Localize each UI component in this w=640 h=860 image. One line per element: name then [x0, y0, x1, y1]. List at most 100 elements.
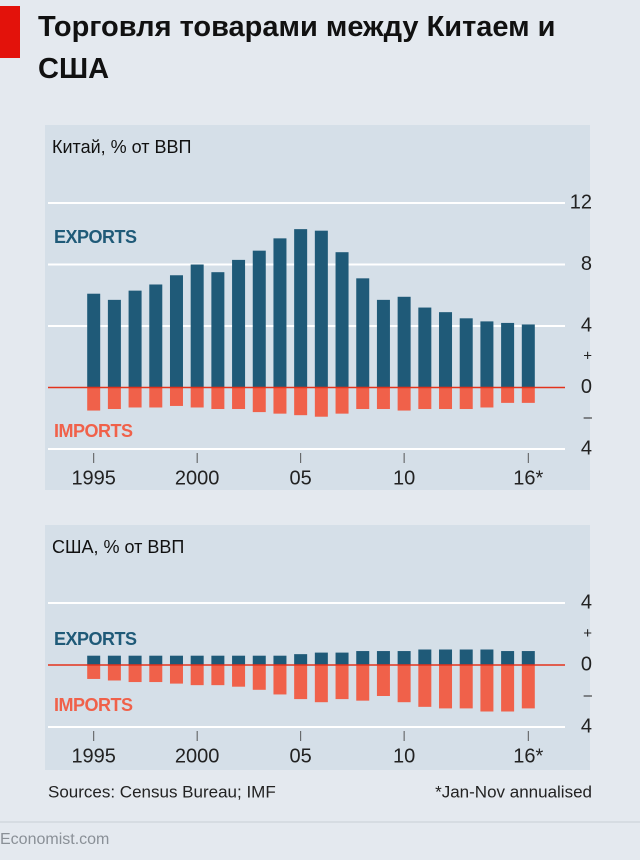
x-tick-label: 1995: [71, 467, 116, 489]
y-tick-label: 4: [581, 591, 592, 613]
x-tick-label: 2000: [175, 467, 220, 489]
bar: [335, 665, 349, 700]
bar: [521, 651, 535, 665]
y-tick-label: 0: [581, 653, 592, 675]
bar: [521, 665, 535, 709]
bar: [232, 387, 246, 410]
bar: [376, 387, 390, 410]
bar: [294, 654, 308, 665]
y-tick-label: +: [583, 348, 592, 365]
x-tick-label: 10: [393, 745, 415, 767]
x-tick-label: 16*: [513, 745, 543, 767]
y-tick-label: 4: [581, 437, 592, 459]
bar: [128, 290, 142, 388]
bar: [480, 665, 494, 712]
bar: [397, 387, 411, 411]
y-tick-label: 4: [581, 715, 592, 737]
bar: [480, 387, 494, 408]
bar: [169, 387, 183, 406]
x-tick-label: 05: [290, 745, 312, 767]
bar: [232, 655, 246, 665]
bar: [190, 264, 204, 388]
bar: [356, 387, 370, 410]
x-tick-label: 2000: [175, 745, 220, 767]
bar: [314, 665, 328, 703]
bar: [521, 387, 535, 403]
bar: [397, 665, 411, 703]
bar: [480, 321, 494, 388]
bar: [356, 665, 370, 701]
bar: [169, 275, 183, 388]
subtitle: США, % от ВВП: [52, 537, 184, 557]
bar: [273, 238, 287, 388]
bar: [87, 655, 101, 665]
bar: [149, 665, 163, 683]
bar: [418, 307, 432, 388]
bar: [169, 665, 183, 684]
bar: [439, 649, 453, 665]
x-tick-label: 10: [393, 467, 415, 489]
y-tick-label: –: [584, 687, 593, 704]
bar: [107, 655, 121, 665]
subtitle: Китай, % от ВВП: [52, 137, 191, 157]
legend-label: EXPORTS: [54, 629, 137, 649]
bar: [87, 387, 101, 411]
bar: [376, 299, 390, 388]
bar: [459, 665, 473, 709]
bar: [376, 651, 390, 665]
bar: [107, 665, 121, 681]
bar: [397, 651, 411, 665]
bar: [501, 322, 515, 388]
y-tick-label: 8: [581, 253, 592, 275]
bar: [521, 324, 535, 388]
chart-panel: Китай, % от ВВП 4 – 0 +4 8 12 EXPORTS IMPORTS 199…: [45, 125, 593, 490]
bar: [459, 649, 473, 665]
y-tick-label: 4: [581, 314, 592, 336]
x-tick-label: 16*: [513, 467, 543, 489]
bar: [149, 655, 163, 665]
bar: [356, 278, 370, 388]
bar: [273, 387, 287, 414]
bar: [418, 649, 432, 665]
bar: [294, 229, 308, 388]
credit: Economist.com: [0, 831, 109, 848]
bar: [107, 299, 121, 388]
bar: [314, 230, 328, 388]
panel-background: [45, 525, 590, 770]
bar: [356, 651, 370, 665]
bar: [211, 272, 225, 388]
bar: [149, 387, 163, 408]
brand-tag: [0, 6, 20, 58]
bar: [87, 293, 101, 388]
bar: [501, 665, 515, 712]
bar: [252, 250, 266, 388]
bar: [252, 655, 266, 665]
y-tick-label: –: [584, 409, 593, 426]
x-tick-label: 1995: [71, 745, 116, 767]
bar: [294, 387, 308, 416]
bar: [459, 318, 473, 388]
x-tick-label: 05: [290, 467, 312, 489]
bar: [190, 665, 204, 686]
bar: [252, 665, 266, 690]
bar: [190, 655, 204, 665]
y-tick-label: 0: [581, 376, 592, 398]
bar: [335, 252, 349, 388]
bar: [314, 652, 328, 665]
bar: [335, 387, 349, 414]
bar: [190, 387, 204, 408]
bar: [107, 387, 121, 410]
bar: [294, 665, 308, 700]
chart-panel: США, % от ВВП 4 – 0 +4 EXPORTS IMPORTS 1995 2000…: [45, 525, 593, 770]
bar: [439, 665, 453, 709]
bar: [252, 387, 266, 413]
bar: [232, 259, 246, 388]
bar: [211, 655, 225, 665]
legend-label: IMPORTS: [54, 695, 133, 715]
legend-label: IMPORTS: [54, 421, 133, 441]
y-tick-label: +: [583, 625, 592, 642]
y-tick-label: 12: [570, 191, 592, 213]
bar: [128, 665, 142, 683]
